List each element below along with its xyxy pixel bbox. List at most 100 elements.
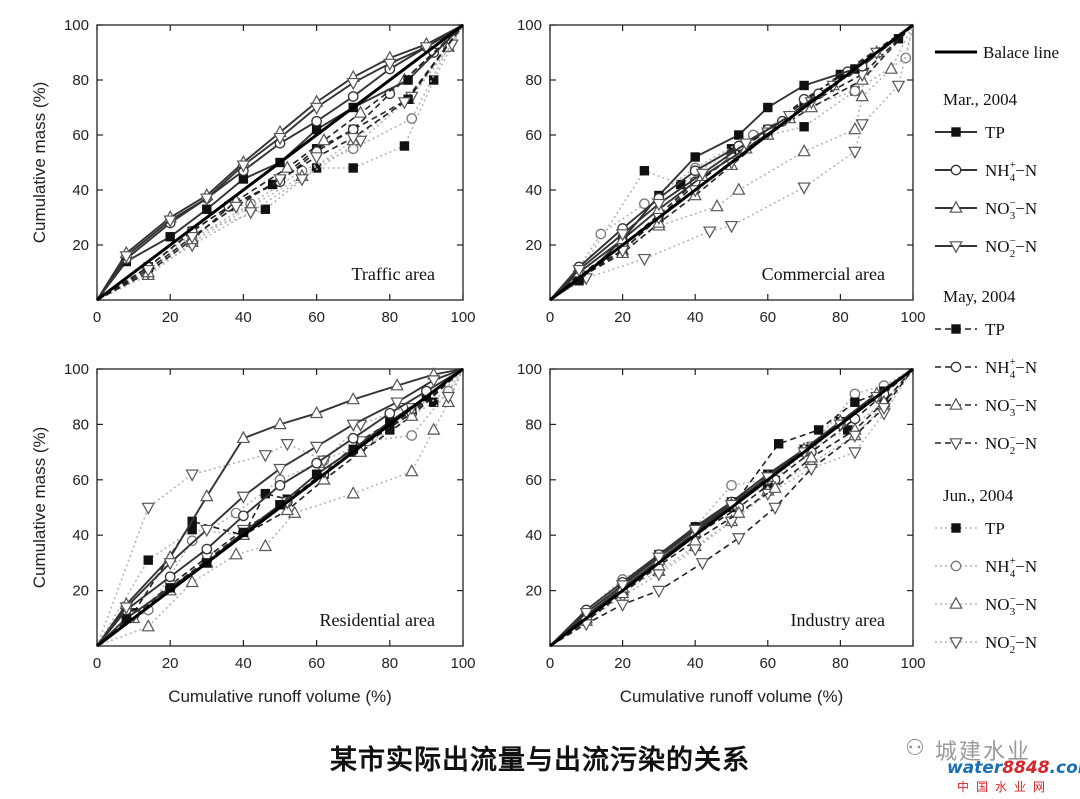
series-line	[549, 24, 914, 301]
data-point	[280, 438, 295, 452]
data-point	[236, 160, 251, 173]
legend-swatch-marker	[950, 361, 962, 373]
y-tick-label: 80	[525, 416, 542, 433]
watermark-brand-b: 8848	[1002, 758, 1050, 778]
data-point	[309, 441, 324, 455]
legend-item-label: NO− 2−N	[985, 432, 1037, 457]
y-tick-label: 60	[72, 472, 89, 489]
data-point	[732, 533, 746, 546]
y-tick-label: 60	[525, 127, 542, 144]
data-point	[202, 204, 212, 214]
data-point	[229, 547, 243, 560]
legend-item: NH+ 4−N	[935, 356, 1037, 381]
series-balaceline	[96, 23, 464, 302]
data-point	[615, 229, 630, 242]
data-point	[406, 430, 418, 441]
data-point	[848, 447, 862, 460]
x-tick-label: 20	[162, 309, 179, 326]
data-point	[405, 464, 419, 477]
data-point	[295, 174, 309, 187]
watermark-account: 城建水业	[935, 740, 1032, 765]
data-point	[347, 91, 359, 102]
data-point	[346, 486, 360, 499]
y-tick-label: 100	[517, 17, 542, 34]
data-point	[739, 138, 753, 151]
watermark-brand-a: water	[947, 758, 1003, 778]
data-point	[236, 491, 251, 504]
figure-canvas: 0 20 40 60 80 100 20 40 60 80 100 Cumulative mass (…	[30, 17, 1059, 706]
legend-swatch-marker	[950, 164, 962, 176]
legend-swatch-marker	[949, 438, 963, 451]
data-point	[274, 479, 286, 491]
y-tick-label: 40	[72, 527, 89, 544]
legend-item: NH+ 4−N	[935, 159, 1037, 184]
legend-item-label: NO− 2−N	[985, 631, 1037, 656]
data-point	[732, 182, 746, 195]
data-point	[317, 133, 331, 146]
y-tick-label: 80	[72, 72, 89, 89]
figure-caption: 某市实际出流量与出流污染的关系	[330, 745, 750, 776]
data-point	[353, 135, 368, 148]
x-tick-label: 40	[687, 309, 704, 326]
data-point	[797, 144, 811, 157]
data-point	[346, 419, 360, 432]
data-point	[185, 574, 199, 588]
y-tick-label: 20	[525, 237, 542, 254]
data-point	[273, 174, 287, 187]
legend-item: NO− 2−N	[935, 432, 1037, 457]
data-point	[311, 457, 322, 469]
data-point	[652, 198, 666, 212]
x-tick-label: 0	[546, 655, 554, 672]
data-point	[346, 132, 360, 146]
series-balaceline	[96, 367, 464, 648]
legend-swatch-marker	[950, 560, 962, 572]
data-point	[200, 193, 214, 206]
data-point	[813, 425, 824, 435]
data-point	[143, 555, 153, 565]
x-tick-label: 80	[381, 655, 398, 672]
data-point	[773, 439, 784, 449]
series-line	[96, 24, 464, 301]
x-tick-label: 20	[614, 655, 631, 672]
legend-swatch-marker	[949, 637, 963, 650]
data-point	[390, 378, 404, 391]
data-point	[165, 232, 175, 242]
legend-swatch-marker	[949, 596, 963, 609]
series-mar2004-no2n	[96, 24, 464, 301]
y-tick-label: 40	[525, 527, 542, 544]
data-point	[258, 538, 273, 552]
data-point	[201, 543, 213, 555]
data-point	[703, 226, 717, 239]
y-tick-label: 20	[72, 237, 89, 254]
data-point	[855, 89, 869, 102]
data-point	[848, 122, 862, 135]
x-tick-label: 0	[546, 309, 554, 326]
data-point	[347, 124, 359, 135]
legend-item-label: TP	[985, 320, 1005, 339]
legend-item-label: NO− 3−N	[985, 197, 1037, 222]
data-point	[724, 220, 739, 234]
legend-swatch-marker	[951, 324, 961, 334]
series-line	[96, 368, 464, 647]
legend-item: TP	[935, 123, 1005, 142]
legend-item: NH+ 4−N	[935, 555, 1037, 580]
x-tick-label: 80	[832, 309, 849, 326]
data-point	[390, 397, 404, 410]
watermark-sub: 中国水业网	[957, 780, 1053, 794]
data-point	[200, 488, 214, 502]
data-point	[186, 535, 198, 547]
series-line	[96, 24, 464, 301]
x-axis-label: Cumulative runoff volume (%)	[620, 687, 844, 706]
data-point	[429, 397, 439, 407]
x-tick-label: 0	[93, 309, 101, 326]
data-point	[763, 102, 773, 113]
y-tick-label: 20	[525, 583, 542, 600]
data-point	[848, 146, 862, 159]
data-point	[399, 141, 410, 151]
data-point	[309, 152, 324, 165]
data-point	[849, 85, 861, 97]
data-point	[799, 122, 809, 132]
data-point	[849, 388, 861, 400]
data-point	[639, 166, 650, 176]
series-line	[96, 24, 464, 301]
